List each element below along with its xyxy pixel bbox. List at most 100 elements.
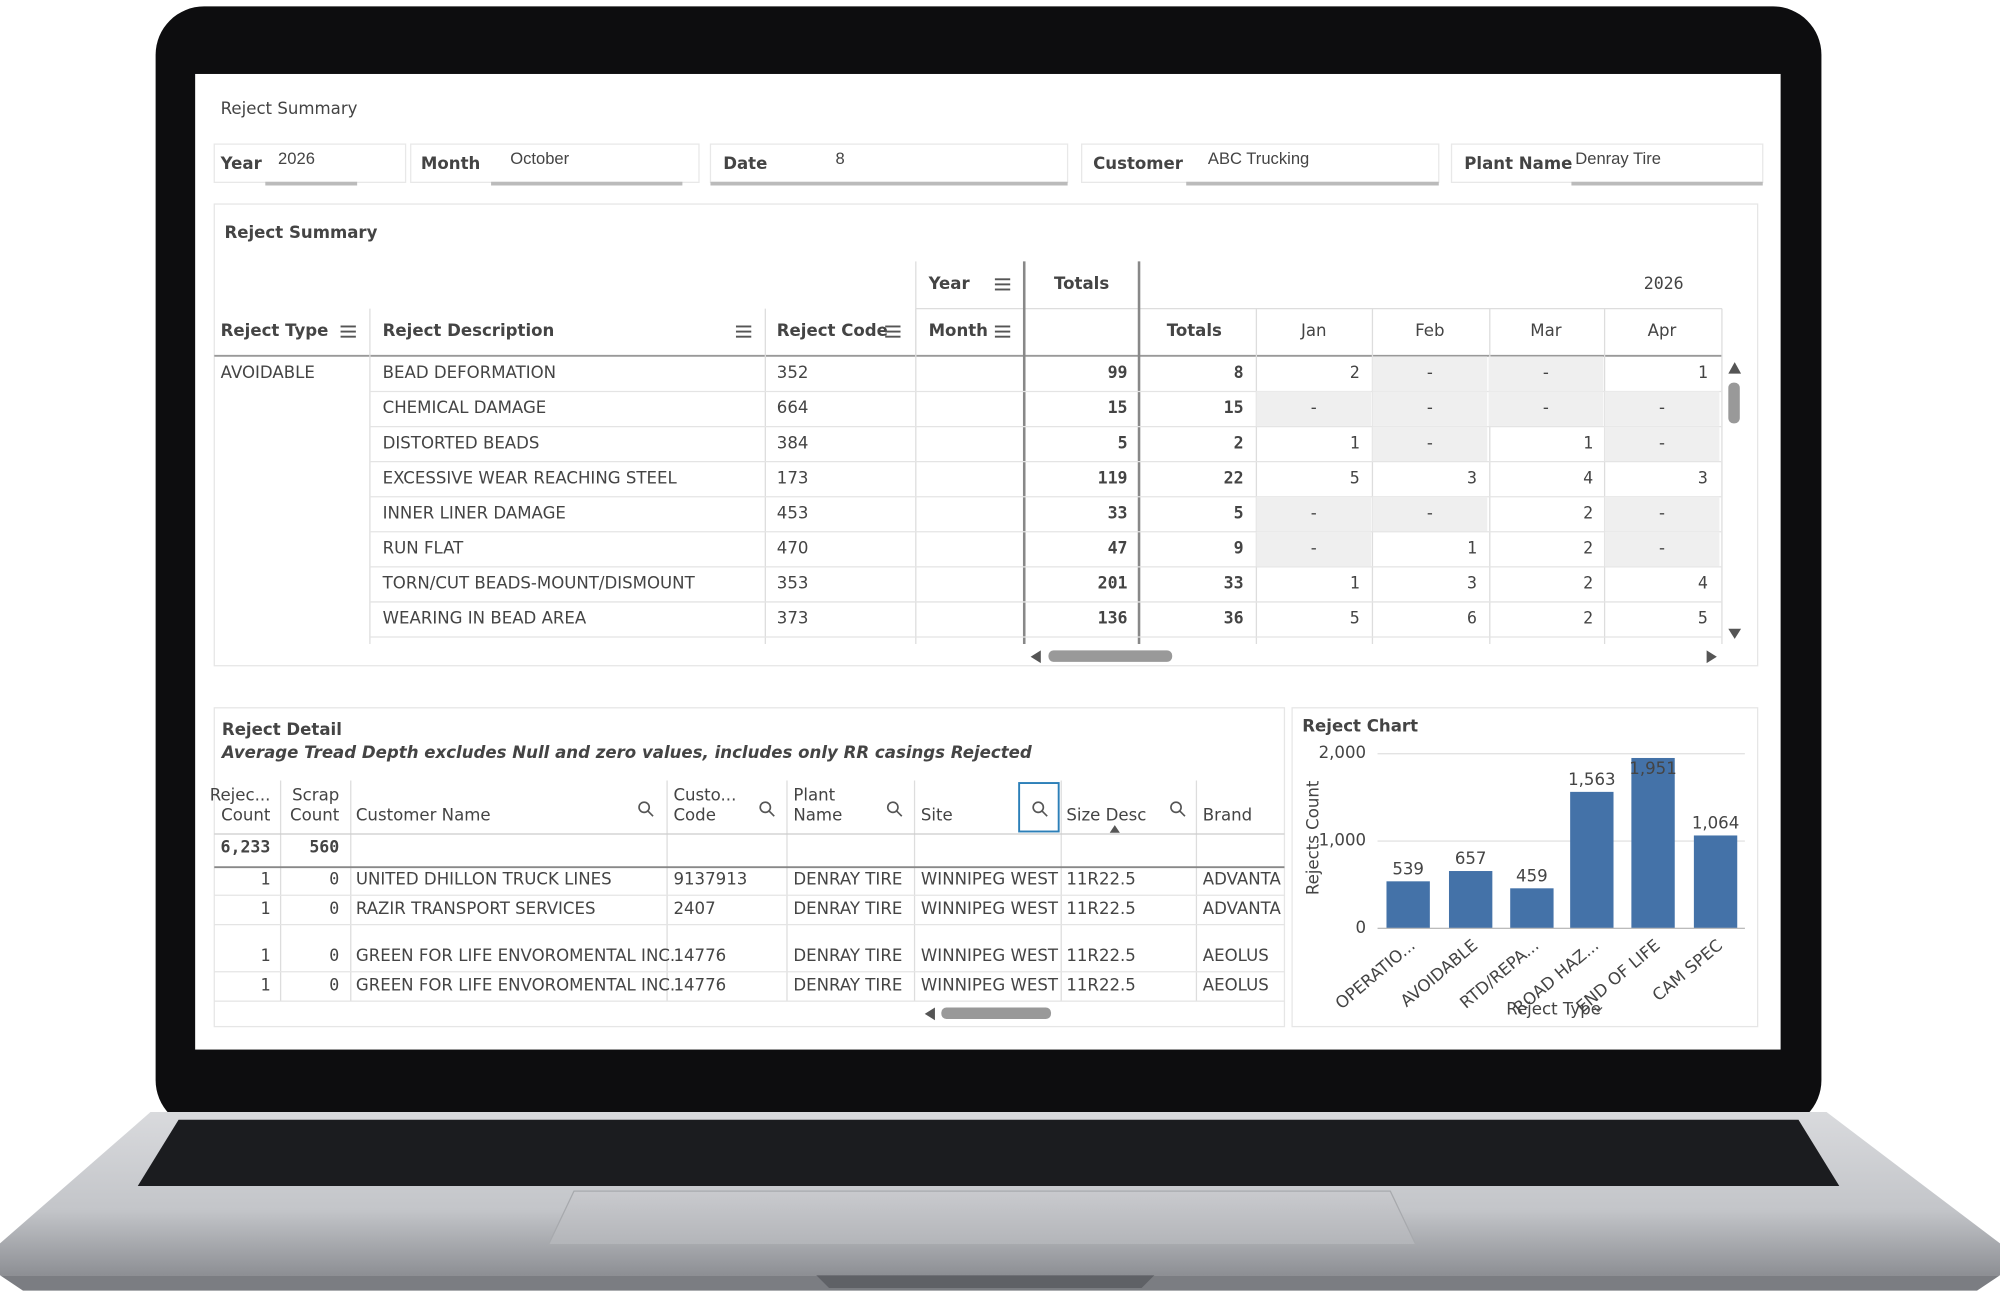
- data-label: 1,064: [1692, 813, 1739, 832]
- bar: [1693, 835, 1738, 929]
- table-cell: 201: [1098, 574, 1128, 593]
- table-cell: WINNIPEG WEST: [921, 946, 1059, 965]
- table-cell: 2407: [673, 899, 715, 918]
- column-header: Brand: [1203, 806, 1252, 825]
- header-cell: 2026: [1644, 274, 1684, 293]
- search-icon: [647, 810, 654, 817]
- table-cell: 1: [260, 899, 270, 918]
- table-cell: -: [1311, 539, 1317, 558]
- empty-cell: [1372, 356, 1488, 391]
- data-label: 1,951: [1629, 759, 1676, 778]
- table-cell: 8: [1234, 363, 1244, 382]
- y-tick-label: 0: [1356, 918, 1367, 937]
- table-cell: -: [1427, 503, 1433, 522]
- search-icon: [1170, 801, 1182, 814]
- filter-value: 8: [835, 149, 844, 168]
- empty-cell: [1372, 426, 1488, 462]
- data-label: 539: [1392, 859, 1424, 878]
- column-header: Reject Type: [221, 321, 329, 340]
- table-cell: WINNIPEG WEST: [921, 899, 1059, 918]
- table-cell: AEOLUS: [1203, 946, 1269, 965]
- row-group: AVOIDABLE: [221, 363, 315, 382]
- table-cell: 22: [1224, 468, 1244, 487]
- table-cell: EXCESSIVE WEAR REACHING STEEL: [383, 468, 678, 487]
- summary-panel: [213, 203, 1759, 667]
- table-cell: -: [1427, 433, 1433, 452]
- table-cell: 1: [260, 946, 270, 965]
- data-label: 657: [1455, 849, 1487, 868]
- table-cell: -: [1311, 503, 1317, 522]
- data-label: 1,563: [1568, 770, 1615, 789]
- table-cell: -: [1543, 363, 1549, 382]
- keyboard: [137, 1119, 1840, 1187]
- table-cell: 0: [329, 899, 339, 918]
- table-cell: 14776: [673, 946, 726, 965]
- table-cell: 1: [1350, 574, 1360, 593]
- table-cell: ADVANTA: [1203, 869, 1282, 888]
- page-title: Reject Summary: [221, 99, 358, 118]
- scroll-arrow: [1706, 650, 1717, 664]
- table-cell: 352: [777, 363, 809, 382]
- search-icon: [1041, 810, 1048, 817]
- data-label: 459: [1516, 866, 1548, 885]
- column-header: Customer Name: [356, 806, 491, 825]
- table-cell: 384: [777, 433, 809, 452]
- table-cell: WINNIPEG WEST: [921, 975, 1059, 994]
- filter-label: Customer: [1093, 154, 1184, 173]
- table-cell: 4: [1698, 574, 1708, 593]
- table-cell: 2: [1583, 539, 1593, 558]
- column-header: Scrap: [292, 785, 339, 804]
- empty-cell: [1256, 531, 1372, 567]
- table-cell: 1: [1698, 363, 1708, 382]
- column-header: Site: [921, 806, 953, 825]
- table-cell: 33: [1224, 574, 1244, 593]
- column-header: Size Desc: [1066, 806, 1146, 825]
- bar: [1570, 791, 1614, 929]
- table-cell: -: [1543, 398, 1549, 417]
- bar: [1386, 881, 1430, 929]
- table-cell: RAZIR TRANSPORT SERVICES: [356, 899, 596, 918]
- chart-panel: [1291, 707, 1759, 1028]
- empty-cell: [1488, 356, 1604, 391]
- bar: [1631, 757, 1675, 929]
- panel-title: Reject Summary: [224, 223, 377, 242]
- table-cell: 99: [1108, 363, 1128, 382]
- table-cell: 3: [1467, 574, 1477, 593]
- table-cell: UNITED DHILLON TRUCK LINES: [356, 869, 612, 888]
- table-cell: 47: [1108, 539, 1128, 558]
- column-header: Jan: [1300, 321, 1327, 340]
- table-cell: 15: [1108, 398, 1128, 417]
- table-cell: 1: [1467, 539, 1477, 558]
- table-cell: 1: [1583, 433, 1593, 452]
- table-cell: 9137913: [673, 869, 747, 888]
- empty-cell: [1372, 496, 1488, 532]
- table-cell: DENRAY TIRE: [793, 946, 902, 965]
- search-icon: [896, 810, 903, 817]
- column-header: Reject Description: [383, 321, 555, 340]
- table-cell: 1: [260, 869, 270, 888]
- table-cell: 3: [1698, 468, 1708, 487]
- empty-cell: [1604, 391, 1720, 426]
- filter-box: [709, 143, 1069, 184]
- table-cell: -: [1659, 398, 1665, 417]
- table-cell: 4: [1583, 468, 1593, 487]
- column-header: Mar: [1530, 321, 1561, 340]
- column-header: Feb: [1415, 321, 1444, 340]
- empty-cell: [1488, 391, 1604, 426]
- table-cell: RUN FLAT: [383, 539, 465, 558]
- column-header: Count: [221, 806, 271, 825]
- table-cell: 453: [777, 503, 809, 522]
- table-cell: 6: [1467, 609, 1477, 628]
- table-cell: 5: [1118, 433, 1128, 452]
- bar: [1510, 888, 1554, 929]
- table-cell: DENRAY TIRE: [793, 975, 902, 994]
- scrollbar: [1728, 382, 1740, 424]
- table-cell: 11R22.5: [1066, 899, 1136, 918]
- column-header: Month: [929, 321, 988, 340]
- search-button: [1018, 782, 1060, 833]
- table-cell: 15: [1224, 398, 1244, 417]
- table-cell: -: [1659, 433, 1665, 452]
- filter-box: [1450, 143, 1764, 184]
- search-icon: [768, 810, 775, 817]
- filter-value: Denray Tire: [1575, 149, 1661, 168]
